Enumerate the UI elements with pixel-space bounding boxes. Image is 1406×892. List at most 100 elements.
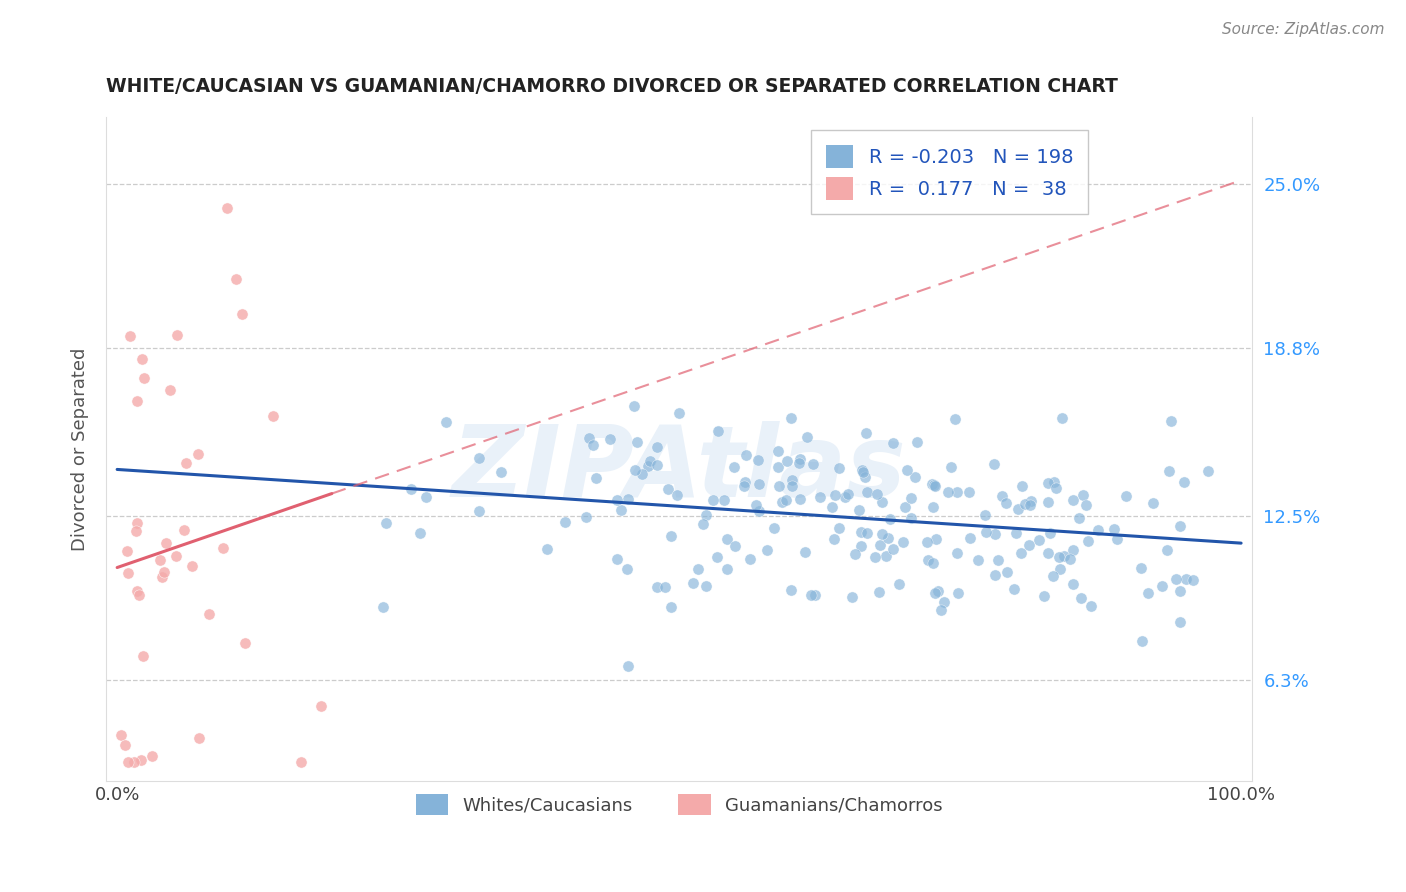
Point (1036, 476, 1059, 491)
Point (744, 498, 766, 512)
Point (645, 458, 668, 472)
Point (623, 463, 645, 477)
Point (804, 588, 827, 602)
Point (917, 553, 939, 567)
Point (616, 562, 638, 576)
Point (415, 490, 437, 504)
Point (967, 553, 990, 567)
Point (823, 533, 845, 547)
Point (770, 495, 793, 509)
Point (776, 454, 799, 468)
Point (1166, 572, 1188, 586)
Point (853, 470, 876, 484)
Point (1059, 552, 1081, 566)
Point (125, 524, 148, 539)
Point (1019, 493, 1042, 508)
Point (1074, 498, 1097, 512)
Point (848, 503, 870, 517)
Point (921, 476, 943, 491)
Point (638, 454, 661, 468)
Point (841, 590, 863, 604)
Point (1018, 538, 1040, 552)
Point (371, 599, 394, 614)
Legend: Whites/Caucasians, Guamanians/Chamorros: Whites/Caucasians, Guamanians/Chamorros (409, 787, 950, 822)
Text: ZIPAtlas: ZIPAtlas (451, 421, 907, 517)
Point (716, 532, 738, 546)
Point (882, 436, 904, 450)
Point (856, 525, 879, 540)
Point (882, 542, 904, 557)
Point (1005, 526, 1028, 541)
Point (117, 543, 139, 558)
Point (606, 493, 628, 508)
Point (290, 756, 312, 770)
Y-axis label: Divorced or Separated: Divorced or Separated (72, 348, 89, 551)
Point (468, 504, 491, 518)
Point (434, 415, 457, 429)
Point (401, 482, 423, 496)
Point (1028, 533, 1050, 548)
Point (647, 580, 669, 594)
Point (946, 484, 969, 499)
Point (1045, 481, 1067, 495)
Point (851, 463, 873, 477)
Point (631, 467, 654, 482)
Point (1047, 549, 1070, 564)
Point (801, 457, 824, 471)
Point (789, 491, 811, 506)
Point (181, 559, 204, 574)
Point (780, 582, 803, 597)
Point (1168, 615, 1191, 630)
Point (869, 538, 891, 552)
Point (117, 566, 139, 580)
Point (706, 549, 728, 564)
Point (682, 576, 704, 591)
Point (645, 441, 668, 455)
Point (174, 456, 197, 470)
Point (707, 424, 730, 438)
Point (262, 409, 284, 423)
Point (225, 272, 247, 286)
Point (893, 500, 915, 514)
Point (915, 534, 938, 549)
Point (780, 479, 803, 493)
Point (748, 504, 770, 518)
Point (165, 549, 187, 563)
Point (936, 485, 959, 500)
Point (763, 521, 786, 535)
Point (939, 460, 962, 475)
Point (927, 583, 949, 598)
Point (141, 749, 163, 764)
Point (768, 479, 790, 493)
Text: WHITE/CAUCASIAN VS GUAMANIAN/CHAMORRO DIVORCED OR SEPARATED CORRELATION CHART: WHITE/CAUCASIAN VS GUAMANIAN/CHAMORRO DI… (105, 78, 1118, 96)
Point (153, 565, 176, 579)
Point (1173, 475, 1195, 490)
Point (844, 547, 866, 561)
Point (870, 494, 893, 508)
Point (875, 549, 897, 563)
Point (855, 425, 877, 440)
Point (724, 540, 747, 554)
Point (780, 473, 803, 487)
Point (943, 412, 966, 426)
Point (877, 532, 900, 546)
Point (907, 435, 929, 450)
Point (716, 561, 738, 575)
Point (799, 588, 821, 602)
Point (856, 484, 879, 499)
Point (110, 728, 132, 742)
Point (1130, 633, 1153, 648)
Point (661, 599, 683, 614)
Point (984, 568, 1007, 582)
Point (606, 552, 628, 566)
Point (863, 549, 886, 564)
Point (924, 585, 946, 599)
Point (626, 435, 648, 450)
Point (1002, 582, 1025, 596)
Point (932, 594, 955, 608)
Point (974, 508, 997, 523)
Point (924, 478, 946, 492)
Point (946, 546, 969, 560)
Point (215, 202, 238, 216)
Point (125, 584, 148, 599)
